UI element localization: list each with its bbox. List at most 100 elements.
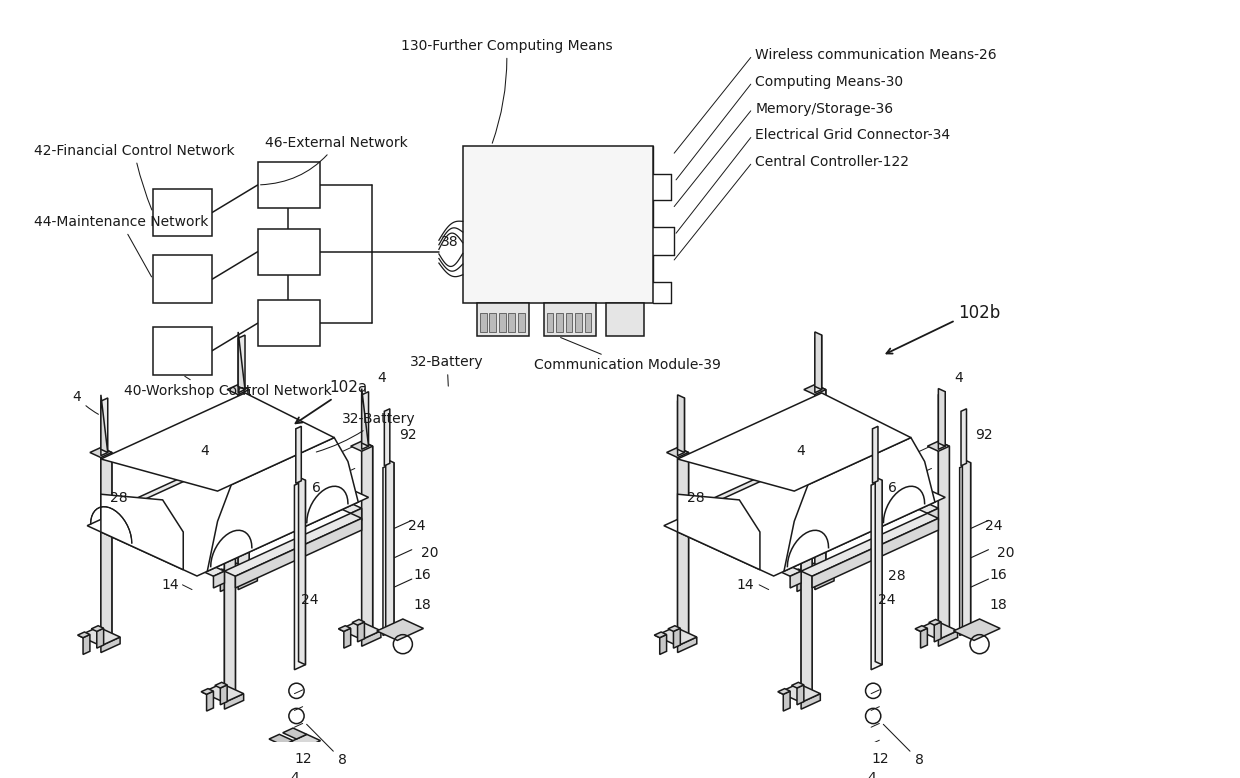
Polygon shape [960,463,971,636]
Text: 102a: 102a [295,380,368,423]
Polygon shape [784,437,935,571]
Polygon shape [224,454,232,512]
Polygon shape [224,509,236,699]
Polygon shape [357,622,365,642]
Polygon shape [790,571,801,588]
Polygon shape [238,390,249,579]
Polygon shape [656,627,697,646]
Text: Wireless communication Means-26: Wireless communication Means-26 [755,48,997,62]
Text: 8: 8 [306,724,347,767]
Polygon shape [805,562,817,569]
Polygon shape [655,632,667,638]
Bar [575,313,582,331]
Polygon shape [872,480,882,670]
Polygon shape [677,393,911,491]
Polygon shape [677,398,684,456]
Polygon shape [213,504,236,514]
Polygon shape [283,728,306,739]
Polygon shape [815,390,826,579]
Polygon shape [660,635,667,654]
Polygon shape [352,619,365,625]
Polygon shape [677,637,697,653]
Text: 92: 92 [399,428,417,442]
Text: Computing Means-30: Computing Means-30 [755,75,904,89]
Polygon shape [100,398,108,456]
Text: 4: 4 [72,390,98,415]
Bar [518,313,525,331]
Polygon shape [100,637,120,653]
Polygon shape [804,384,826,394]
Polygon shape [340,621,381,640]
Polygon shape [384,408,389,466]
Polygon shape [777,689,790,694]
Polygon shape [928,508,939,525]
Polygon shape [873,426,878,483]
Polygon shape [362,388,368,447]
Polygon shape [238,384,249,574]
Polygon shape [215,569,227,575]
Polygon shape [797,685,804,705]
Polygon shape [299,477,305,664]
Polygon shape [362,447,373,636]
Text: 32-Battery: 32-Battery [316,412,415,452]
Text: 4: 4 [954,371,963,385]
Text: Communication Module-39: Communication Module-39 [534,338,722,372]
Polygon shape [961,408,966,466]
Polygon shape [815,332,822,390]
Polygon shape [227,384,249,394]
Polygon shape [386,459,394,630]
Polygon shape [238,335,246,393]
Bar [258,229,320,275]
Polygon shape [939,391,945,450]
Text: 18: 18 [413,598,430,612]
Text: 16: 16 [990,569,1007,583]
Bar [547,313,553,331]
Polygon shape [224,504,236,694]
Text: 42-Financial Control Network: 42-Financial Control Network [33,144,234,210]
Polygon shape [815,335,822,393]
Polygon shape [916,621,957,640]
Polygon shape [78,632,91,638]
Bar [258,300,320,346]
Polygon shape [343,628,351,648]
Text: 12: 12 [870,752,889,766]
Polygon shape [92,626,104,632]
Bar [605,303,644,336]
Text: 4: 4 [290,771,299,778]
Polygon shape [269,734,293,745]
Polygon shape [213,571,224,588]
Polygon shape [215,682,227,688]
Polygon shape [224,451,232,509]
Text: 24: 24 [301,593,319,607]
Text: 130-Further Computing Means: 130-Further Computing Means [401,39,613,143]
Polygon shape [201,689,213,694]
Text: 32-Battery: 32-Battery [410,356,484,386]
Polygon shape [100,453,112,642]
Polygon shape [238,332,246,390]
Polygon shape [362,391,368,450]
Polygon shape [97,628,104,648]
Polygon shape [377,619,423,640]
Polygon shape [100,394,108,453]
Polygon shape [791,682,804,688]
Polygon shape [784,691,790,711]
Polygon shape [234,566,241,585]
Text: 24: 24 [985,519,1002,533]
Bar [544,303,596,336]
Text: 4: 4 [377,371,386,385]
Polygon shape [801,504,812,694]
Polygon shape [351,441,373,451]
Polygon shape [339,626,351,632]
Bar [153,189,212,237]
Polygon shape [811,566,817,585]
Polygon shape [362,441,373,631]
Polygon shape [934,622,941,642]
Bar [556,313,563,331]
Polygon shape [228,562,241,569]
Polygon shape [238,574,258,590]
Polygon shape [663,447,945,576]
Polygon shape [939,447,950,636]
Polygon shape [801,513,939,576]
Text: Memory/Storage-36: Memory/Storage-36 [755,102,894,116]
Bar [565,313,573,331]
